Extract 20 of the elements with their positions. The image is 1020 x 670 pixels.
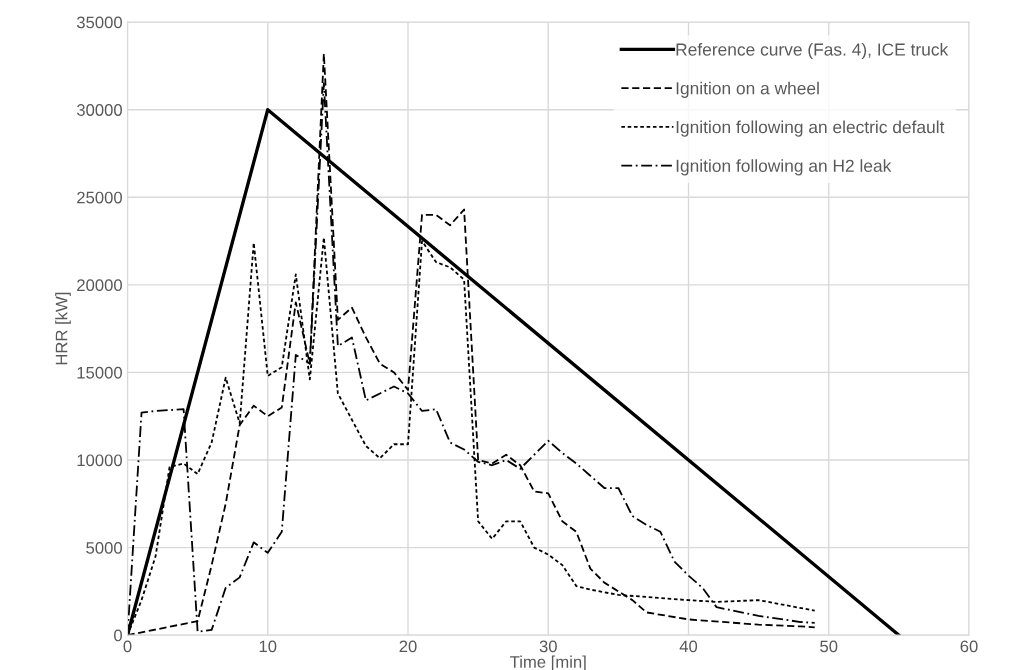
y-axis-title: HRR [kW] bbox=[55, 292, 71, 365]
y-tick-label: 25000 bbox=[77, 191, 122, 204]
x-tick-label: 40 bbox=[679, 640, 698, 653]
y-tick-label: 35000 bbox=[76, 16, 122, 29]
legend-label: Ignition on a wheel bbox=[676, 81, 819, 98]
x-tick-label: 50 bbox=[820, 640, 838, 653]
y-tick-label: 5000 bbox=[86, 541, 122, 554]
legend-label: Ignition following an electric default bbox=[676, 120, 945, 137]
x-tick-label: 20 bbox=[399, 640, 417, 653]
x-tick-label: 30 bbox=[539, 640, 557, 653]
y-tick-label: 0 bbox=[114, 629, 122, 642]
y-tick-label: 20000 bbox=[77, 279, 122, 292]
x-tick-label: 10 bbox=[259, 640, 277, 653]
y-tick-label: 15000 bbox=[77, 366, 122, 379]
y-tick-label: 30000 bbox=[76, 104, 122, 116]
x-tick-label: 60 bbox=[960, 640, 978, 653]
legend-label: Reference curve (Fas. 4), ICE truck bbox=[676, 42, 949, 60]
legend-label: Ignition following an H2 leak bbox=[676, 159, 892, 176]
x-tick-label: 0 bbox=[123, 640, 132, 653]
y-tick-label: 10000 bbox=[77, 454, 122, 467]
